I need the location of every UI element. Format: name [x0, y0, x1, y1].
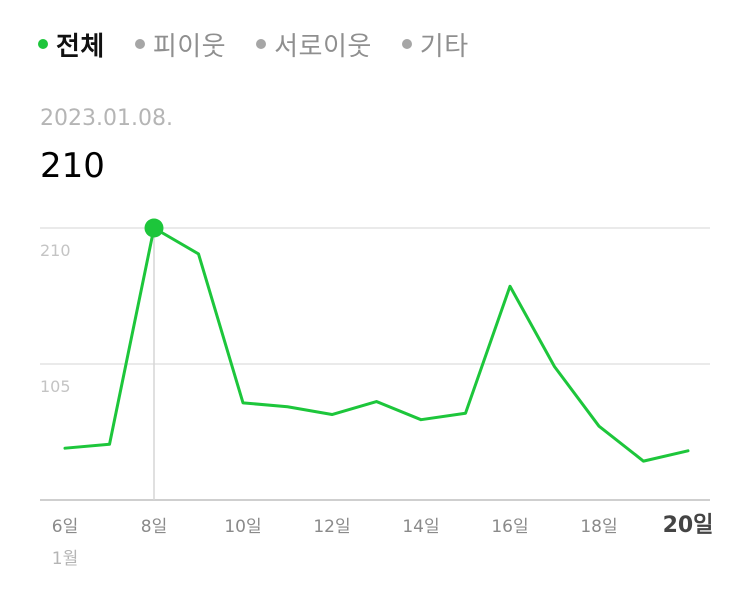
series-line: [63, 226, 690, 463]
y-tick-label: 105: [40, 377, 71, 396]
filter-tab-all[interactable]: 전체: [38, 26, 105, 63]
x-tick-label: 12일: [313, 517, 350, 537]
selected-value: 210: [40, 146, 105, 186]
data-point[interactable]: [638, 455, 650, 467]
data-point[interactable]: [371, 396, 383, 408]
data-point[interactable]: [282, 401, 294, 413]
filter-tab-other[interactable]: 기타: [401, 26, 469, 63]
data-point[interactable]: [460, 407, 472, 419]
filter-dot-icon: [256, 39, 267, 49]
x-tick-label: 14일: [402, 517, 439, 537]
filter-tab-mutual-neighbors[interactable]: 서로이웃: [256, 26, 372, 63]
filter-tab-neighbors[interactable]: 피이웃: [134, 26, 227, 63]
data-point[interactable]: [193, 248, 205, 260]
data-point[interactable]: [682, 445, 694, 457]
filter-active-dot-icon: [38, 39, 48, 49]
y-tick-label: 210: [40, 241, 71, 260]
filter-tab-other-label: 기타: [419, 31, 469, 62]
x-tick-label: 16일: [491, 517, 528, 537]
data-point[interactable]: [415, 414, 427, 426]
data-point[interactable]: [59, 442, 71, 454]
x-month-label: 1월: [52, 549, 78, 569]
filter-dot-icon: [401, 39, 412, 49]
filter-tab-mutual-neighbors-label: 서로이웃: [274, 31, 372, 62]
audience-filter-tabs: 전체 피이웃 서로이웃 기타: [38, 26, 499, 62]
x-tick-label: 20일: [663, 513, 714, 538]
filter-tab-all-label: 전체: [56, 31, 105, 62]
data-point[interactable]: [237, 397, 249, 409]
x-tick-label: 18일: [580, 517, 617, 537]
data-point[interactable]: [549, 361, 561, 373]
data-point[interactable]: [593, 420, 605, 432]
data-point[interactable]: [504, 280, 516, 292]
selected-data-point[interactable]: [144, 218, 164, 238]
data-point[interactable]: [326, 409, 338, 421]
x-tick-label: 6일: [52, 517, 78, 537]
filter-dot-icon: [134, 39, 145, 49]
data-point[interactable]: [104, 438, 116, 450]
selected-date: 2023.01.08.: [40, 106, 173, 131]
x-tick-label: 8일: [141, 517, 167, 537]
filter-tab-neighbors-label: 피이웃: [152, 31, 227, 62]
x-tick-label: 10일: [224, 517, 261, 537]
